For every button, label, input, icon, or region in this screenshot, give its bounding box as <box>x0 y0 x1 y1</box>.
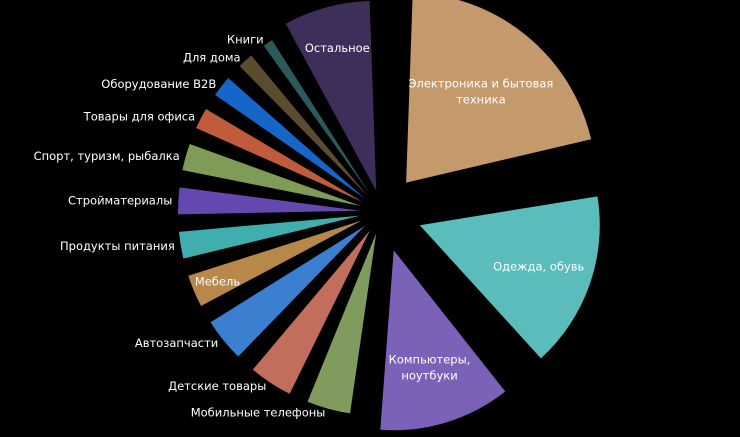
pie-slices <box>178 0 600 431</box>
pie-slice-товары-для-офиса <box>196 109 363 202</box>
pie-slice-компьютеры-ноутбуки <box>380 250 506 431</box>
pie-label-продукты-питания: Продукты питания <box>60 239 175 253</box>
pie-slice-книги <box>263 40 370 194</box>
pie-label-мебель: Мебель <box>195 274 241 288</box>
pie-label-для-дома: Для дома <box>183 51 241 65</box>
pie-slice-для-дома <box>239 55 368 196</box>
pie-slice-продукты-питания <box>179 215 361 259</box>
pie-slice-детские-товары <box>252 230 370 394</box>
pie-slice-автозапчасти <box>210 225 365 357</box>
pie-label-остальное: Остальное <box>305 41 370 55</box>
pie-label-стройматериалы: Стройматериалы <box>68 194 172 208</box>
pie-label-детские-товары: Детские товары <box>168 379 266 393</box>
pie-slice-стройматериалы <box>178 187 361 215</box>
pie-label-одежда-обувь: Одежда, обувь <box>493 260 584 274</box>
pie-label-компьютеры-ноутбуки: Компьютеры, ноутбуки <box>389 352 471 382</box>
pie-slice-мебель <box>188 220 362 306</box>
pie-label-мобильные-телефоны: Мобильные телефоны <box>191 406 326 420</box>
pie-labels: Электроника и бытовая техника Одежда, обув… <box>34 33 585 420</box>
pie-slice-оборудование-b2b <box>215 78 365 199</box>
pie-slice-спорт-туризм-рыбалка <box>182 143 361 207</box>
pie-label-электроника-и-бытовая-техника: Электроника и бытовая техника <box>408 77 553 107</box>
pie-label-оборудование-b2b: Оборудование B2B <box>101 77 216 91</box>
pie-label-книги: Книги <box>227 33 264 47</box>
pie-slice-одежда-обувь <box>419 196 600 359</box>
pie-slice-остальное <box>285 0 377 191</box>
pie-label-автозапчасти: Автозапчасти <box>135 336 218 350</box>
pie-label-товары-для-офиса: Товары для офиса <box>83 110 196 124</box>
pie-label-спорт-туризм-рыбалка: Спорт, туризм, рыбалка <box>34 149 180 163</box>
pie-slice-мобильные-телефоны <box>307 233 377 414</box>
pie-slice-электроника-и-бытовая-техника <box>406 0 592 183</box>
